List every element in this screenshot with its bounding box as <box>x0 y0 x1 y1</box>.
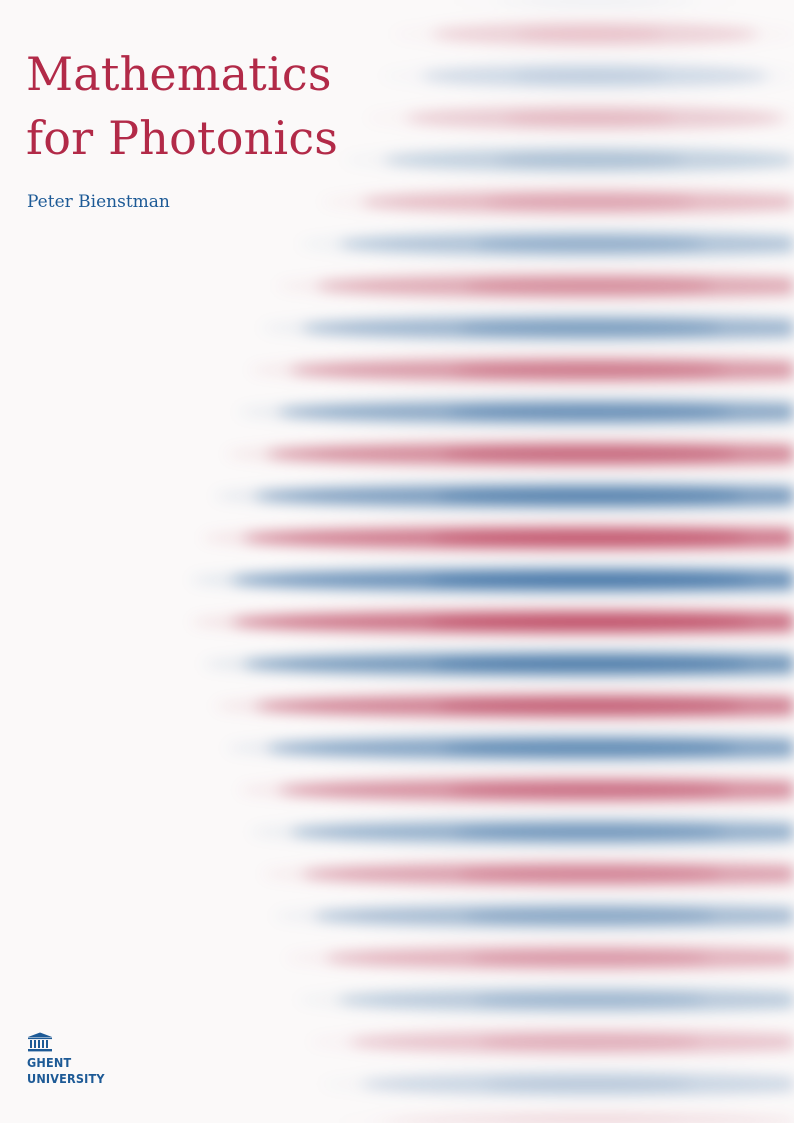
wave-band-halo <box>249 356 794 384</box>
wave-band-blue <box>254 485 794 507</box>
wave-band-halo <box>297 986 794 1014</box>
wave-band-core <box>431 530 749 546</box>
wave-band-core <box>447 782 733 798</box>
logo-line-1: GHENT <box>27 1055 72 1070</box>
wave-band-core <box>447 404 733 420</box>
wave-band-core <box>431 656 749 672</box>
wave-band-blue <box>230 569 794 591</box>
wave-band-core <box>463 908 717 924</box>
wave-band-red <box>348 1031 794 1053</box>
wave-band-core <box>436 488 744 504</box>
wave-band-core <box>458 866 722 882</box>
wave-band-halo <box>261 860 794 888</box>
wave-band-blue <box>338 233 794 255</box>
wave-band-halo <box>238 776 794 804</box>
wave-band-red <box>316 275 794 297</box>
wave-band-halo <box>273 902 794 930</box>
wave-band-blue <box>290 821 794 843</box>
wave-band-core <box>484 1076 696 1092</box>
wave-band-core <box>464 278 716 294</box>
wave-band-red <box>289 359 794 381</box>
author-name: Peter Bienstman <box>27 192 170 212</box>
wave-band-core <box>452 824 728 840</box>
wave-band-halo <box>226 734 794 762</box>
wave-band-red <box>373 1115 794 1123</box>
wave-band-core <box>442 740 738 756</box>
wave-band-halo <box>250 818 794 846</box>
wave-band-blue <box>277 401 794 423</box>
wave-band-core <box>504 110 676 126</box>
wave-band-red <box>405 107 785 129</box>
title-line-1: Mathematics <box>26 47 332 101</box>
wave-band-core <box>511 68 669 84</box>
wave-band-core <box>426 572 754 588</box>
wave-band-core <box>452 362 728 378</box>
wave-band-halo <box>321 188 794 216</box>
title-line-2: for Photonics <box>26 111 339 165</box>
wave-band-red <box>301 863 794 885</box>
wave-band-core <box>473 992 707 1008</box>
wave-band-red <box>361 191 794 213</box>
wave-band-core <box>436 698 744 714</box>
logo-line-2: UNIVERSITY <box>27 1071 105 1086</box>
ghent-university-logo: GHENT UNIVERSITY <box>27 1032 107 1087</box>
wave-band-blue <box>266 737 794 759</box>
wave-band-blue <box>313 905 794 927</box>
wave-band-blue <box>337 989 794 1011</box>
wave-band-core <box>468 950 712 966</box>
wave-band-red <box>431 23 759 45</box>
wave-band-blue <box>490 0 700 3</box>
wave-band-core <box>516 26 664 42</box>
wave-band-red <box>325 947 794 969</box>
wave-band-halo <box>285 944 794 972</box>
wave-band-core <box>494 1118 686 1123</box>
building-columns-icon <box>28 1032 52 1052</box>
wave-band-blue <box>301 317 794 339</box>
wave-band-blue <box>243 653 794 675</box>
wave-band-halo <box>276 272 794 300</box>
wave-band-red <box>265 443 794 465</box>
wave-band-core <box>494 152 686 168</box>
wave-band-halo <box>237 398 794 426</box>
wave-band-halo <box>261 314 794 342</box>
wave-band-core <box>457 320 723 336</box>
wave-band-halo <box>298 230 794 258</box>
wave-band-core <box>441 446 739 462</box>
book-title: Mathematics for Photonics <box>26 42 338 170</box>
wave-band-blue <box>421 65 769 87</box>
wave-band-core <box>426 614 754 630</box>
wave-band-core <box>484 194 696 210</box>
wave-band-red <box>242 527 794 549</box>
wave-band-core <box>479 1034 701 1050</box>
wave-band-red <box>231 611 794 633</box>
wave-band-core <box>474 236 706 252</box>
wave-band-red <box>254 695 794 717</box>
wave-band-blue <box>383 149 794 171</box>
wave-band-blue <box>360 1073 794 1095</box>
wave-band-red <box>278 779 794 801</box>
